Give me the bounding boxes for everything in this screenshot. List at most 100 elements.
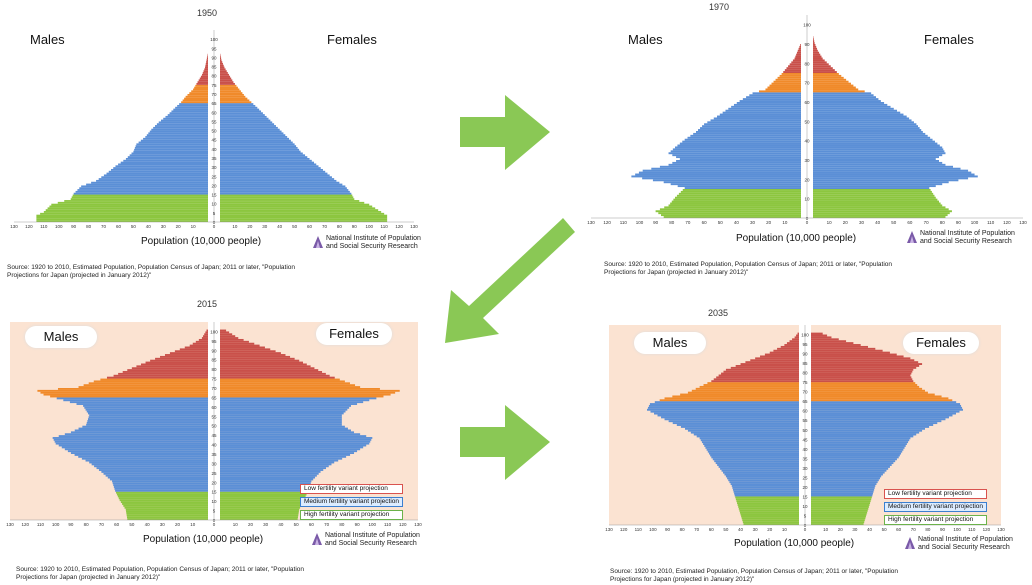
x-tick-label: 10 xyxy=(823,527,829,532)
male-bar xyxy=(78,427,209,430)
male-bar xyxy=(745,361,799,364)
male-bar xyxy=(631,175,801,178)
male-bar xyxy=(207,55,208,58)
female-bar xyxy=(811,376,912,379)
male-bar xyxy=(105,474,208,477)
female-bar xyxy=(811,431,920,434)
male-bar xyxy=(40,391,208,394)
female-bar xyxy=(811,437,911,440)
female-bar xyxy=(813,154,943,157)
male-bar xyxy=(93,380,208,383)
x-tick-label: 110 xyxy=(635,527,643,532)
female-bar xyxy=(220,470,321,473)
male-bar xyxy=(710,119,801,122)
female-bar xyxy=(811,446,905,449)
female-bar xyxy=(220,512,299,515)
source-line2: Projections for Japan (projected in Janu… xyxy=(7,272,152,279)
male-bar xyxy=(783,71,801,73)
x-tick-label: 30 xyxy=(852,527,858,532)
x-tick-label: 40 xyxy=(875,220,881,225)
x-tick-label: 10 xyxy=(782,527,788,532)
male-bar xyxy=(723,370,799,373)
female-bar xyxy=(220,163,317,166)
female-bar xyxy=(220,514,299,517)
x-tick-label: 30 xyxy=(859,220,865,225)
female-bar xyxy=(220,203,370,206)
male-bar xyxy=(91,181,208,184)
age-tick-label: 15 xyxy=(802,494,808,499)
male-bar xyxy=(146,134,208,137)
male-bar xyxy=(126,514,208,517)
male-bar xyxy=(106,172,208,175)
male-bar xyxy=(195,84,208,87)
female-bar xyxy=(220,406,350,409)
x-tick-label: 50 xyxy=(292,224,298,229)
male-bar xyxy=(664,418,799,421)
x-axis-label-1970: Population (10,000 people) xyxy=(736,233,857,244)
male-bar xyxy=(86,183,208,186)
male-bar xyxy=(752,92,801,95)
female-bar xyxy=(220,444,367,447)
male-bar xyxy=(203,335,208,338)
age-tick-label: 0 xyxy=(213,518,216,523)
female-bar xyxy=(220,167,321,169)
x-tick-label: 90 xyxy=(940,527,946,532)
male-bar xyxy=(684,187,801,189)
male-bar xyxy=(135,145,208,148)
female-bar xyxy=(811,387,923,390)
age-tick-label: 35 xyxy=(802,456,808,461)
female-bar xyxy=(811,488,875,491)
male-bar xyxy=(797,332,799,335)
male-bar xyxy=(149,130,208,133)
female-bar xyxy=(220,97,248,100)
male-bar xyxy=(695,387,799,390)
female-bar xyxy=(220,156,308,158)
female-bar xyxy=(813,96,876,99)
female-bar xyxy=(813,65,831,68)
female-bar xyxy=(813,152,946,155)
x-tick-label: 130 xyxy=(10,224,18,229)
institute-logo-icon xyxy=(907,231,917,243)
male-bar xyxy=(113,167,208,169)
female-bar xyxy=(811,486,875,489)
male-bar xyxy=(737,504,799,506)
female-bar xyxy=(813,192,934,195)
male-bar xyxy=(791,61,801,64)
x-tick-label: 80 xyxy=(669,220,675,225)
female-bar xyxy=(813,98,879,101)
male-bar xyxy=(728,479,799,482)
female-bar xyxy=(220,369,319,372)
age-tick-label: 80 xyxy=(211,74,217,79)
female-bar xyxy=(220,72,228,74)
age-tick-label: 20 xyxy=(211,480,217,485)
male-bar xyxy=(798,47,801,50)
male-bar xyxy=(769,84,801,87)
male-bar xyxy=(47,207,209,210)
pyramid-title-1970: 1970 xyxy=(709,2,730,12)
male-bar xyxy=(70,452,208,454)
x-tick-label: 80 xyxy=(680,527,686,532)
male-bar xyxy=(148,132,208,135)
male-bar xyxy=(775,78,801,81)
female-bar xyxy=(220,159,312,162)
male-bar xyxy=(43,211,208,213)
female-bar xyxy=(811,519,865,522)
age-tick-label: 85 xyxy=(211,65,217,70)
female-bar xyxy=(220,372,326,375)
male-bar xyxy=(676,160,801,162)
male-bar xyxy=(184,97,208,100)
x-tick-label: 0 xyxy=(213,522,216,527)
x-tick-label: 20 xyxy=(838,527,844,532)
male-bar xyxy=(718,465,799,468)
male-bar xyxy=(140,363,208,366)
female-bar xyxy=(813,129,922,131)
male-bar xyxy=(36,216,209,219)
male-bar xyxy=(743,523,799,525)
female-bar xyxy=(220,499,304,502)
institute-line2: and Social Security Research xyxy=(325,540,417,547)
projection-legend-2035: Low fertility variant projection Medium … xyxy=(884,489,988,528)
male-bar xyxy=(64,433,208,436)
female-bar xyxy=(811,485,876,487)
female-bar xyxy=(220,465,329,468)
female-bar xyxy=(811,513,867,516)
